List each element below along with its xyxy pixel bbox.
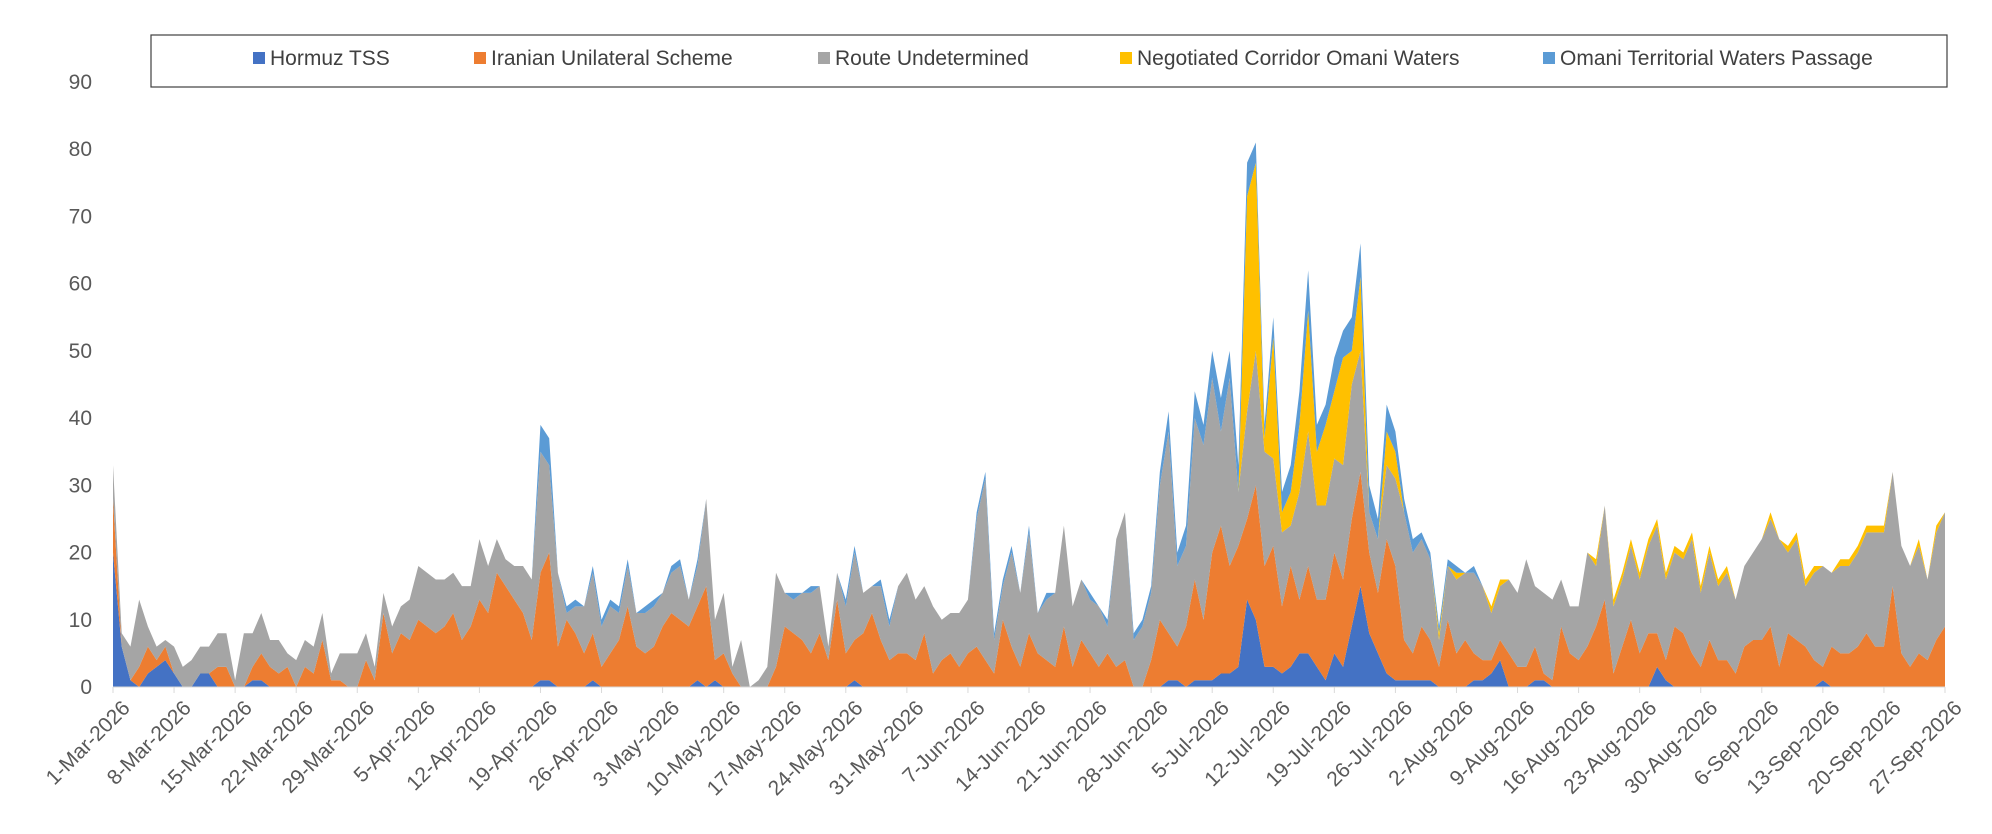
y-tick-label: 10 [69,609,92,632]
area-series-1 [113,471,1945,687]
legend: Hormuz TSS Iranian Unilateral Scheme Route… [150,34,1948,88]
legend-box [150,34,1948,88]
y-tick-label: 60 [69,273,92,296]
legend-label: Hormuz TSS [270,47,390,70]
area-series-2 [113,350,1945,687]
legend-swatch [1543,52,1555,64]
series-areas [113,142,1945,688]
y-tick-label: 40 [69,407,92,430]
y-tick-label: 20 [69,542,92,565]
legend-label: Iranian Unilateral Scheme [491,47,733,70]
legend-label: Omani Territorial Waters Passage [1560,47,1873,70]
legend-label: Route Undetermined [835,47,1029,70]
y-tick-label: 70 [69,205,92,228]
y-tick-label: 0 [80,676,92,699]
y-tick-label: 80 [69,138,92,161]
y-tick-label: 50 [69,340,92,363]
legend-swatch [818,52,830,64]
legend-swatch [253,52,265,64]
y-tick-label: 30 [69,474,92,497]
legend-label: Negotiated Corridor Omani Waters [1137,47,1460,70]
y-tick-label: 90 [69,71,92,94]
x-axis: 1-Mar-20268-Mar-202615-Mar-202622-Mar-20… [42,687,1967,800]
legend-swatch [474,52,486,64]
legend-swatch [1120,52,1132,64]
y-axis: 0 10 20 30 40 50 60 70 80 90 [69,71,92,699]
